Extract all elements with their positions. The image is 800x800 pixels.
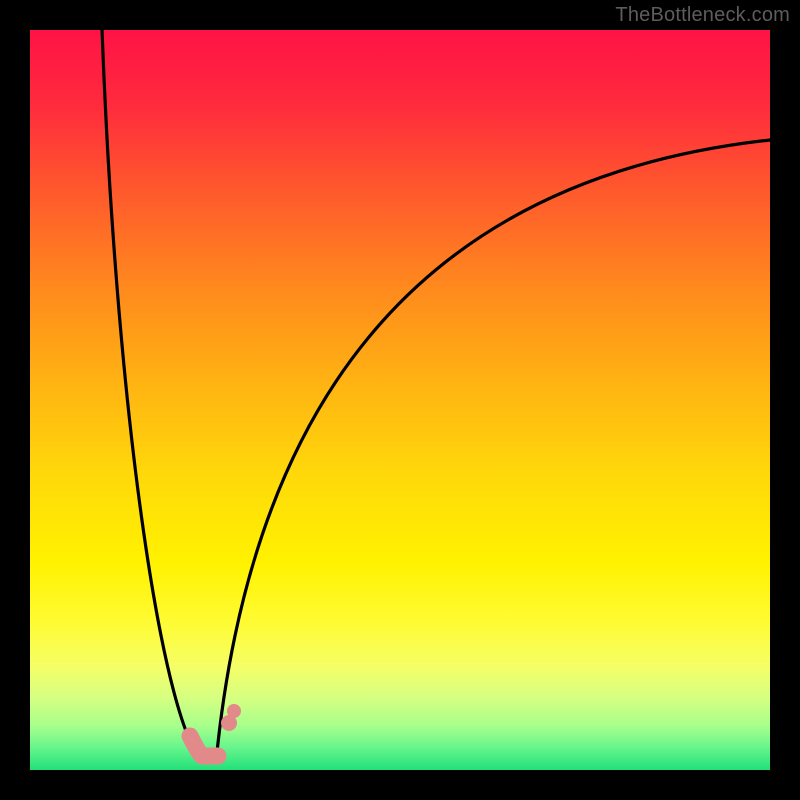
- marker-dot-2: [227, 704, 241, 718]
- chart-root: TheBottleneck.com: [0, 0, 800, 800]
- plot-area: [30, 30, 770, 770]
- bottleneck-curve-chart: [0, 0, 800, 800]
